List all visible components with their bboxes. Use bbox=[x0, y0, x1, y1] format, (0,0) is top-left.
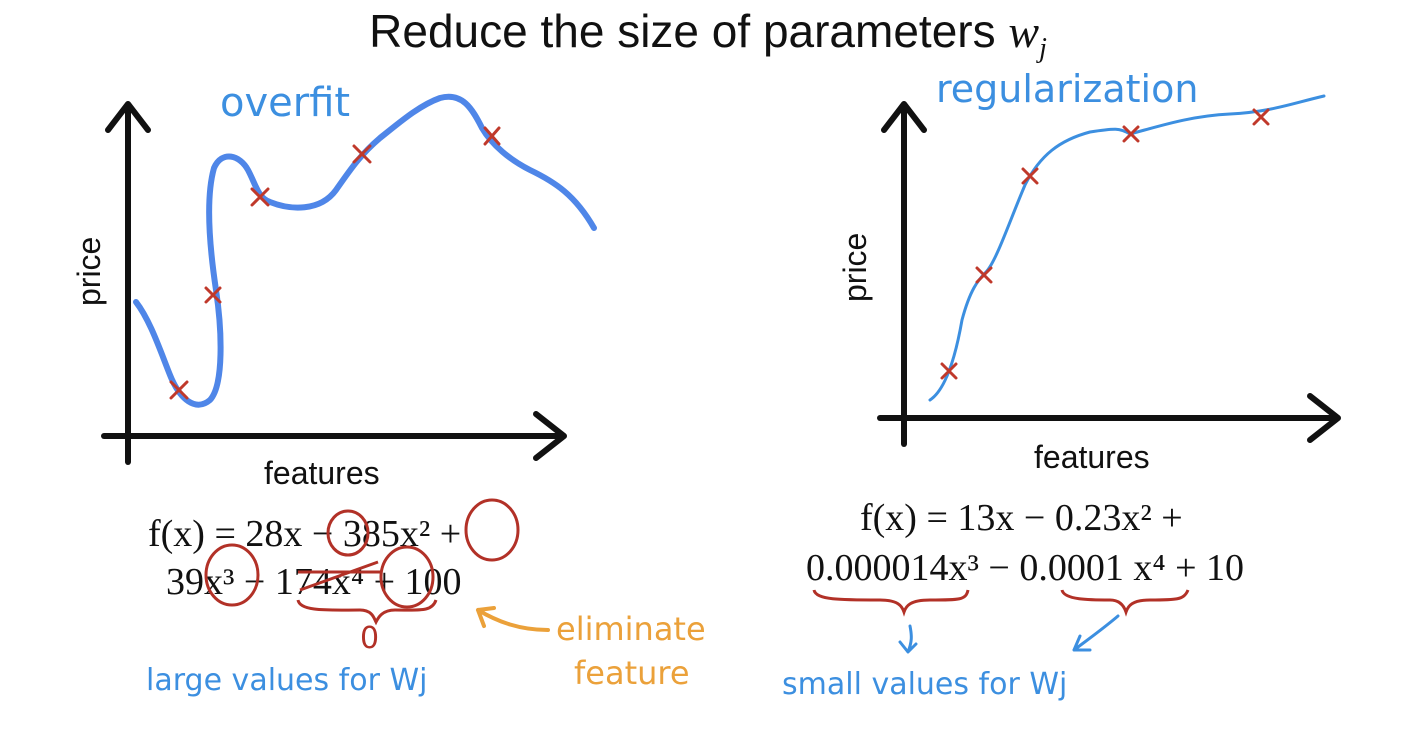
eliminate-line1: eliminate bbox=[556, 610, 706, 648]
left-x-label: features bbox=[264, 455, 380, 491]
data-point-marker bbox=[1122, 125, 1140, 143]
right-brace-1 bbox=[812, 589, 970, 617]
data-point-marker bbox=[483, 126, 501, 146]
right-x-label: features bbox=[1034, 439, 1150, 475]
circle-x2 bbox=[464, 498, 520, 562]
left-brace bbox=[296, 599, 438, 626]
circle-x3 bbox=[204, 543, 260, 607]
data-point-marker bbox=[1021, 167, 1039, 185]
right-data-markers bbox=[940, 108, 1270, 380]
data-point-marker bbox=[204, 286, 222, 304]
zero-note: 0 bbox=[360, 621, 379, 656]
term-circles bbox=[204, 498, 520, 609]
data-point-marker bbox=[940, 362, 958, 380]
data-point-marker bbox=[250, 187, 270, 207]
small-values-note: small values for Wj bbox=[782, 667, 1067, 702]
right-x-arrowhead bbox=[1307, 393, 1341, 443]
title-var: wj bbox=[1008, 6, 1047, 65]
small-values-arrow-2 bbox=[1072, 614, 1120, 652]
large-values-note: large values for Wj bbox=[146, 663, 427, 698]
right-equation-line1: f(x) = 13x − 0.23x² + bbox=[860, 497, 1183, 539]
circle-x1 bbox=[326, 509, 370, 557]
overfit-label: overfit bbox=[220, 80, 350, 126]
right-equation-line2: 0.000014x³ − 0.0001 x⁴ + 10 bbox=[806, 547, 1244, 589]
title-text: Reduce the size of parameters bbox=[369, 5, 1009, 57]
left-plot: overfit price features f(x) = 28x − 385x… bbox=[71, 80, 706, 698]
strike-174 bbox=[298, 560, 380, 592]
data-point-marker bbox=[169, 380, 189, 400]
small-values-arrow-1 bbox=[898, 624, 918, 654]
data-point-marker bbox=[975, 266, 993, 284]
regularized-curve bbox=[928, 94, 1326, 402]
left-equation-line2: 39x³ − 174x⁴ + 100 bbox=[166, 561, 462, 603]
data-point-marker bbox=[1252, 108, 1270, 126]
left-x-arrowhead bbox=[533, 411, 567, 461]
right-brace-2 bbox=[1060, 589, 1190, 617]
slide-title: Reduce the size of parameters wj bbox=[0, 4, 1416, 65]
data-point-marker bbox=[352, 144, 372, 164]
right-y-arrowhead bbox=[881, 101, 927, 133]
regularization-label: regularization bbox=[936, 67, 1198, 111]
circle-x4 bbox=[379, 545, 435, 609]
left-data-markers bbox=[169, 126, 501, 400]
right-plot: regularization price features f(x) = 13x… bbox=[782, 67, 1341, 702]
eliminate-line2: feature bbox=[574, 654, 690, 692]
left-y-label: price bbox=[71, 237, 107, 306]
eliminate-arrow bbox=[476, 606, 550, 632]
right-y-label: price bbox=[837, 233, 873, 302]
left-y-arrowhead bbox=[105, 101, 151, 133]
overfit-curve bbox=[133, 93, 597, 408]
